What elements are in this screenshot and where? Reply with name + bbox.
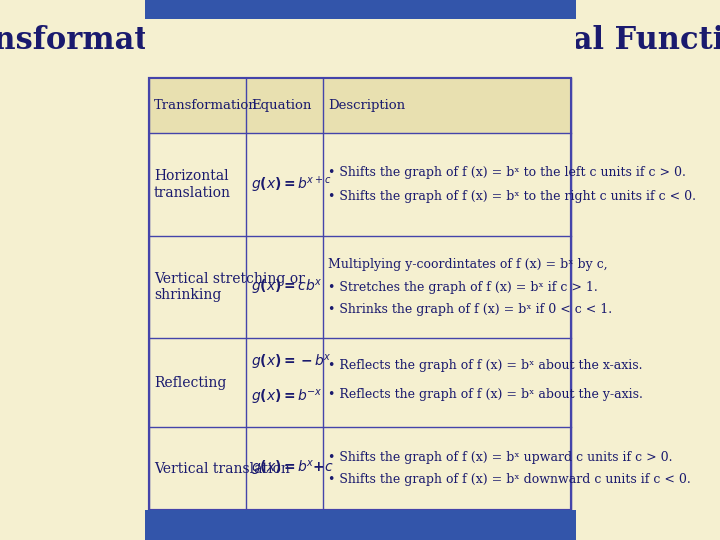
Text: $\mathbf{\mathit{g}}$$\mathbf{(}$$\mathbf{\mathit{x}}$$\mathbf{) = }$$\mathbf{\m: $\mathbf{\mathit{g}}$$\mathbf{(}$$\mathb… (251, 388, 323, 407)
Text: • Reflects the graph of f (x) = bˣ about the y-axis.: • Reflects the graph of f (x) = bˣ about… (328, 388, 642, 401)
Text: • Shifts the graph of f (x) = bˣ to the left c units if c > 0.: • Shifts the graph of f (x) = bˣ to the … (328, 166, 685, 179)
Text: Transformation: Transformation (154, 99, 258, 112)
Text: Description: Description (328, 99, 405, 112)
Text: Vertical translation: Vertical translation (154, 462, 290, 476)
Text: $\mathbf{\mathit{g}}$$\mathbf{(}$$\mathbf{\mathit{x}}$$\mathbf{) = }$$\mathbf{\m: $\mathbf{\mathit{g}}$$\mathbf{(}$$\mathb… (251, 459, 334, 478)
Text: Equation: Equation (251, 99, 311, 112)
Text: $\mathbf{\mathit{g}}$$\mathbf{(}$$\mathbf{\mathit{x}}$$\mathbf{) = }$$\mathbf{\m: $\mathbf{\mathit{g}}$$\mathbf{(}$$\mathb… (251, 174, 331, 194)
FancyBboxPatch shape (149, 78, 571, 133)
Text: $\mathbf{\mathit{g}}$$\mathbf{(}$$\mathbf{\mathit{x}}$$\mathbf{) = }$$\mathbf{\m: $\mathbf{\mathit{g}}$$\mathbf{(}$$\mathb… (251, 278, 322, 296)
Text: • Shifts the graph of f (x) = bˣ to the right c units if c < 0.: • Shifts the graph of f (x) = bˣ to the … (328, 190, 696, 203)
Text: • Shifts the graph of f (x) = bˣ downward c units if c < 0.: • Shifts the graph of f (x) = bˣ downwar… (328, 474, 690, 487)
Text: 15: 15 (541, 517, 562, 532)
Text: Transformations Involving Exponential Functions: Transformations Involving Exponential Fu… (0, 25, 720, 56)
Text: Multiplying y-coordintates of f (x) = bˣ by c,: Multiplying y-coordintates of f (x) = bˣ… (328, 258, 607, 271)
Text: Horizontal
translation: Horizontal translation (154, 170, 231, 200)
Text: • Shrinks the graph of f (x) = bˣ if 0 < c < 1.: • Shrinks the graph of f (x) = bˣ if 0 <… (328, 303, 612, 316)
FancyBboxPatch shape (149, 78, 571, 510)
Text: Reflecting: Reflecting (154, 376, 226, 389)
Text: $\mathbf{\mathit{g}}$$\mathbf{(}$$\mathbf{\mathit{x}}$$\mathbf{) = -}$$\mathbf{\: $\mathbf{\mathit{g}}$$\mathbf{(}$$\mathb… (251, 353, 331, 372)
Text: • Stretches the graph of f (x) = bˣ if c > 1.: • Stretches the graph of f (x) = bˣ if c… (328, 281, 598, 294)
Text: Vertical stretching or
shrinking: Vertical stretching or shrinking (154, 272, 305, 302)
Text: • Reflects the graph of f (x) = bˣ about the x-axis.: • Reflects the graph of f (x) = bˣ about… (328, 359, 642, 372)
Text: • Shifts the graph of f (x) = bˣ upward c units if c > 0.: • Shifts the graph of f (x) = bˣ upward … (328, 451, 672, 464)
